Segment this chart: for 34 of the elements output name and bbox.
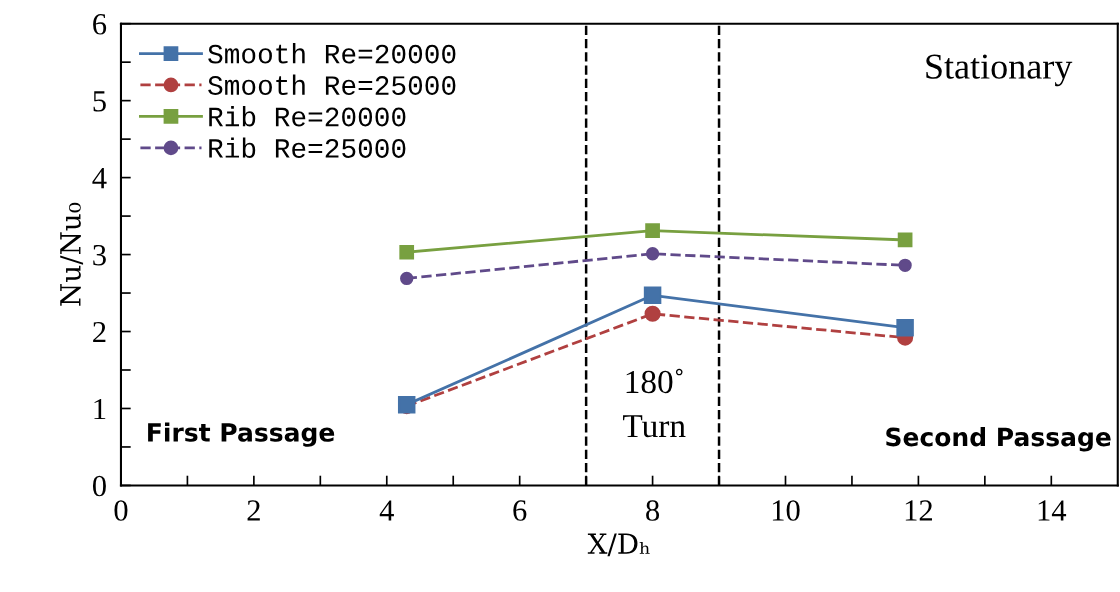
x-tick-label: 12: [905, 500, 932, 521]
y-axis-title: Nu/Nu₀: [60, 202, 84, 306]
x-tick-label: 14: [1038, 500, 1067, 521]
annotation: Stationary: [926, 54, 1073, 87]
x-tick-label: 8: [646, 500, 660, 521]
point: [896, 318, 914, 337]
y-tick-label: 3: [93, 244, 106, 266]
y-tick-label: 0: [92, 475, 106, 497]
annotation: First Passage: [148, 422, 335, 447]
x-tick-label: 0: [114, 500, 128, 521]
x-tick-label: 2: [247, 500, 260, 521]
x-tick-label: 10: [772, 500, 800, 521]
point: [898, 258, 912, 272]
legend-label: Smooth Re=20000: [208, 43, 456, 64]
point: [645, 223, 660, 239]
y-tick-label: 5: [93, 91, 106, 112]
annotation: 180˚ Turn: [623, 368, 686, 438]
point: [399, 244, 415, 260]
point: [897, 232, 913, 248]
legend-label: Rib Re=25000: [209, 137, 406, 158]
y-tick-label: 4: [92, 168, 107, 189]
point: [644, 305, 661, 322]
x-axis-title: X/Dₕ: [587, 533, 650, 557]
legend-label: Rib Re=20000: [209, 106, 406, 127]
x-tick-label: 6: [513, 500, 527, 521]
x-tick-label: 4: [379, 500, 394, 521]
y-tick-label: 6: [93, 14, 107, 35]
legend-label: Smooth Re=25000: [208, 74, 456, 95]
point: [643, 286, 662, 305]
y-tick-label: 2: [93, 321, 106, 343]
annotation: Second Passage: [886, 427, 1111, 452]
point: [400, 271, 414, 286]
point: [645, 247, 660, 261]
y-tick-label: 1: [94, 398, 106, 420]
